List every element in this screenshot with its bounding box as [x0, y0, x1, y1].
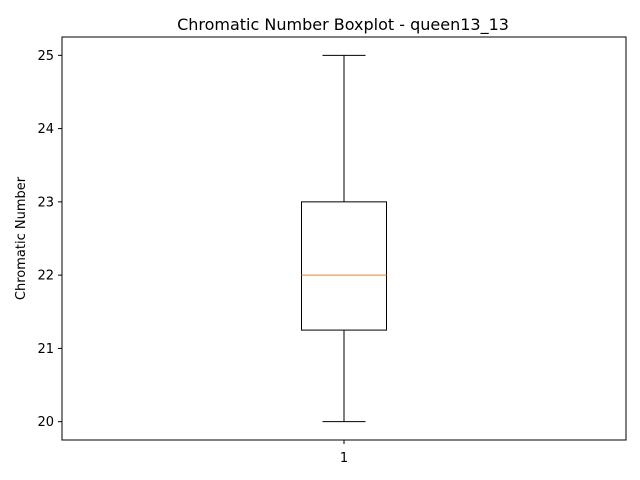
chart-title: Chromatic Number Boxplot - queen13_13	[177, 15, 509, 35]
axes-frame	[61, 36, 627, 441]
plot-area	[301, 54, 387, 423]
y-tick-label: 25	[37, 49, 54, 64]
axis-ticks: 20 21 22 23 24 25 1	[37, 49, 348, 466]
y-tick-label: 21	[37, 342, 54, 357]
x-tick-label: 1	[340, 451, 348, 466]
y-tick-label: 20	[37, 415, 54, 430]
y-tick-label: 22	[37, 269, 54, 284]
y-axis-label: Chromatic Number	[14, 176, 29, 300]
box-iqr	[301, 201, 387, 331]
y-tick-label: 24	[37, 122, 54, 137]
y-tick-label: 23	[37, 195, 54, 210]
